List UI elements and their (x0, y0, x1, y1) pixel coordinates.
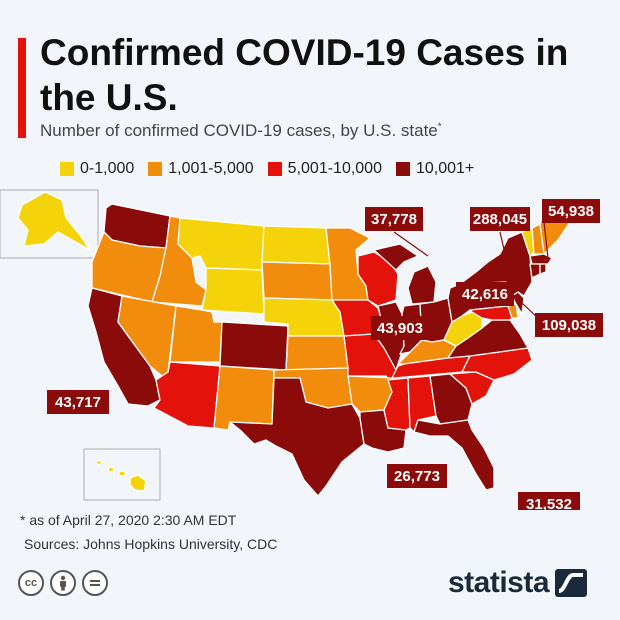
legend-swatch (148, 162, 163, 176)
statista-logo-icon (555, 569, 588, 597)
state-texas (229, 377, 365, 497)
legend-label: 10,001+ (415, 160, 475, 177)
state-wyoming (201, 267, 265, 315)
leader-line-new-york (499, 231, 507, 259)
legend-label: 0-1,000 (80, 160, 135, 177)
us-choropleth-map: 37,778 288,045 54,938 42,616 43,903 109,… (0, 189, 603, 510)
statista-brand[interactable]: statista (448, 566, 588, 600)
callout-box-new-jersey (535, 313, 603, 337)
brand-name: statista (448, 566, 550, 599)
legend-item-1001-5000: 1,001-5,000 (148, 160, 254, 178)
callout-florida: 31,532 (526, 496, 572, 510)
state-rhode-island (539, 263, 547, 275)
state-north-dakota (261, 225, 331, 265)
state-kansas (285, 335, 349, 371)
callout-box-louisiana (387, 464, 447, 488)
state-utah (169, 305, 223, 363)
callout-new-jersey: 109,038 (542, 317, 596, 334)
legend: 0-1,000 1,001-5,000 5,001-10,000 10,001+ (60, 160, 474, 178)
page-title: Confirmed COVID-19 Cases in the U.S. (40, 32, 569, 118)
attribution-icon[interactable] (50, 570, 76, 596)
legend-item-5001-10000: 5,001-10,000 (267, 160, 382, 178)
callout-box-new-york (470, 207, 530, 231)
subtitle-footnote-mark: * (437, 121, 442, 133)
creative-commons-icon[interactable]: cc (18, 570, 44, 596)
footnote: * as of April 27, 2020 2:30 AM EDT (20, 512, 237, 528)
state-hawaii (95, 459, 147, 492)
legend-label: 5,001-10,000 (287, 160, 382, 177)
state-connecticut (529, 263, 541, 279)
legend-label: 1,001-5,000 (168, 160, 254, 177)
callout-new-york: 288,045 (473, 211, 527, 228)
state-massachusetts (529, 253, 553, 265)
legend-item-0-1000: 0-1,000 (60, 160, 134, 178)
state-west-virginia (443, 311, 483, 347)
callout-box-illinois (371, 316, 429, 340)
state-new-mexico (213, 365, 275, 431)
no-derivatives-icon[interactable] (82, 570, 108, 596)
state-new-jersey (511, 291, 525, 315)
legend-item-10001-plus: 10,001+ (395, 160, 475, 178)
state-south-dakota (261, 261, 333, 301)
callout-box-pennsylvania (456, 282, 514, 306)
callout-pennsylvania: 42,616 (462, 286, 508, 303)
leader-line-michigan (393, 231, 429, 257)
legend-swatch (267, 162, 282, 176)
callout-illinois: 43,903 (377, 320, 423, 337)
title-accent-bar (18, 38, 26, 138)
license-icons: cc (18, 570, 108, 596)
callout-louisiana: 26,773 (394, 468, 440, 485)
legend-swatch (60, 162, 74, 176)
state-alaska (17, 191, 91, 251)
sources: Sources: Johns Hopkins University, CDC (24, 536, 278, 552)
callout-california: 43,717 (55, 394, 101, 411)
state-florida (413, 419, 495, 491)
state-colorado (219, 321, 289, 371)
subtitle: Number of confirmed COVID-19 cases, by U… (40, 121, 442, 141)
callout-michigan: 37,778 (371, 211, 417, 228)
callout-box-florida (518, 492, 580, 510)
leader-line-massachusetts (543, 221, 549, 259)
callout-box-massachusetts (542, 199, 600, 223)
callout-massachusetts: 54,938 (548, 203, 594, 220)
callout-box-california (47, 390, 109, 414)
legend-swatch (395, 162, 410, 176)
callout-box-michigan (365, 207, 423, 231)
subtitle-text: Number of confirmed COVID-19 cases, by U… (40, 121, 438, 140)
